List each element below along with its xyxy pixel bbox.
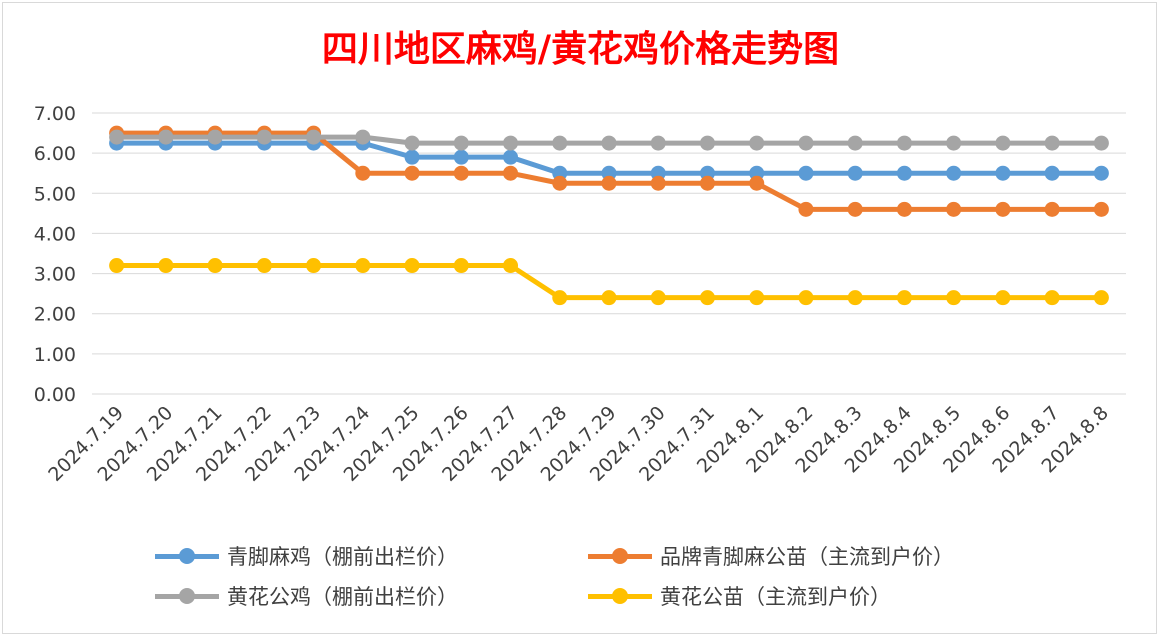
series-3-point-14 bbox=[798, 290, 814, 306]
legend-label-2: 黄花公鸡（棚前出栏价） bbox=[227, 585, 458, 609]
legend-label-1: 品牌青脚麻公苗（主流到户价） bbox=[660, 545, 954, 569]
series-1-point-17 bbox=[946, 201, 962, 217]
series-1-point-20 bbox=[1093, 201, 1109, 217]
series-1-point-5 bbox=[355, 165, 371, 181]
series-2-point-3 bbox=[256, 129, 272, 145]
legend-item-1: 品牌青脚麻公苗（主流到户价） bbox=[588, 541, 954, 571]
series-2-point-1 bbox=[158, 129, 174, 145]
series-3-point-5 bbox=[355, 258, 371, 274]
series-3-point-15 bbox=[847, 290, 863, 306]
series-3-point-17 bbox=[946, 290, 962, 306]
series-1-point-6 bbox=[404, 165, 420, 181]
series-2-point-7 bbox=[453, 135, 469, 151]
series-3-point-8 bbox=[503, 258, 519, 274]
series-1-point-16 bbox=[896, 201, 912, 217]
y-tick-label-6: 6.00 bbox=[34, 143, 76, 165]
series-0-point-7 bbox=[453, 149, 469, 165]
series-3-point-4 bbox=[306, 258, 322, 274]
series-3-point-19 bbox=[1044, 290, 1060, 306]
series-3-point-12 bbox=[699, 290, 715, 306]
series-2-point-14 bbox=[798, 135, 814, 151]
series-2-point-20 bbox=[1093, 135, 1109, 151]
series-2-point-15 bbox=[847, 135, 863, 151]
y-tick-label-0: 0.00 bbox=[34, 384, 76, 406]
legend-swatch-0 bbox=[155, 546, 219, 566]
series-0-point-14 bbox=[798, 165, 814, 181]
y-tick-label-4: 4.00 bbox=[34, 223, 76, 245]
series-2-point-12 bbox=[699, 135, 715, 151]
series-3-point-11 bbox=[650, 290, 666, 306]
series-2-point-19 bbox=[1044, 135, 1060, 151]
series-3-point-2 bbox=[207, 258, 223, 274]
legend-item-0: 青脚麻鸡（棚前出栏价） bbox=[155, 541, 458, 571]
series-0-point-16 bbox=[896, 165, 912, 181]
y-tick-label-5: 5.00 bbox=[34, 183, 76, 205]
series-0-point-6 bbox=[404, 149, 420, 165]
series-2-point-13 bbox=[749, 135, 765, 151]
series-1-point-10 bbox=[601, 175, 617, 191]
legend-label-0: 青脚麻鸡（棚前出栏价） bbox=[227, 545, 458, 569]
series-0-point-8 bbox=[503, 149, 519, 165]
series-3-point-7 bbox=[453, 258, 469, 274]
series-2-point-5 bbox=[355, 129, 371, 145]
y-tick-label-2: 2.00 bbox=[34, 304, 76, 326]
series-3-point-10 bbox=[601, 290, 617, 306]
chart-title: 四川地区麻鸡/黄花鸡价格走势图 bbox=[321, 28, 840, 70]
series-1-point-9 bbox=[552, 175, 568, 191]
series-1-point-11 bbox=[650, 175, 666, 191]
series-1-point-18 bbox=[995, 201, 1011, 217]
series-1-point-7 bbox=[453, 165, 469, 181]
series-3-point-6 bbox=[404, 258, 420, 274]
series-2-point-16 bbox=[896, 135, 912, 151]
legend-item-2: 黄花公鸡（棚前出栏价） bbox=[155, 581, 458, 611]
series-0-point-18 bbox=[995, 165, 1011, 181]
y-tick-label-1: 1.00 bbox=[34, 344, 76, 366]
series-0-point-15 bbox=[847, 165, 863, 181]
series-3-point-16 bbox=[896, 290, 912, 306]
legend-swatch-1 bbox=[588, 546, 652, 566]
series-3-point-18 bbox=[995, 290, 1011, 306]
y-tick-label-3: 3.00 bbox=[34, 264, 76, 286]
series-1-point-12 bbox=[699, 175, 715, 191]
series-2-point-17 bbox=[946, 135, 962, 151]
series-1-point-19 bbox=[1044, 201, 1060, 217]
series-3-point-0 bbox=[109, 258, 125, 274]
series-2-point-4 bbox=[306, 129, 322, 145]
legend-swatch-3 bbox=[588, 586, 652, 606]
series-2-point-8 bbox=[503, 135, 519, 151]
series-2-point-0 bbox=[109, 129, 125, 145]
series-1-point-15 bbox=[847, 201, 863, 217]
series-0-point-19 bbox=[1044, 165, 1060, 181]
series-3-point-9 bbox=[552, 290, 568, 306]
series-3-point-13 bbox=[749, 290, 765, 306]
series-1-point-13 bbox=[749, 175, 765, 191]
series-2-point-11 bbox=[650, 135, 666, 151]
legend-label-3: 黄花公苗（主流到户价） bbox=[660, 585, 891, 609]
series-3-point-1 bbox=[158, 258, 174, 274]
y-tick-label-7: 7.00 bbox=[34, 103, 76, 125]
series-2-point-6 bbox=[404, 135, 420, 151]
series-2-point-10 bbox=[601, 135, 617, 151]
series-0-point-20 bbox=[1093, 165, 1109, 181]
series-3-point-3 bbox=[256, 258, 272, 274]
series-2-point-9 bbox=[552, 135, 568, 151]
series-2-point-18 bbox=[995, 135, 1011, 151]
series-1-point-8 bbox=[503, 165, 519, 181]
series-2-point-2 bbox=[207, 129, 223, 145]
series-1-point-14 bbox=[798, 201, 814, 217]
legend-swatch-2 bbox=[155, 586, 219, 606]
series-0-point-17 bbox=[946, 165, 962, 181]
series-3-point-20 bbox=[1093, 290, 1109, 306]
legend-item-3: 黄花公苗（主流到户价） bbox=[588, 581, 891, 611]
